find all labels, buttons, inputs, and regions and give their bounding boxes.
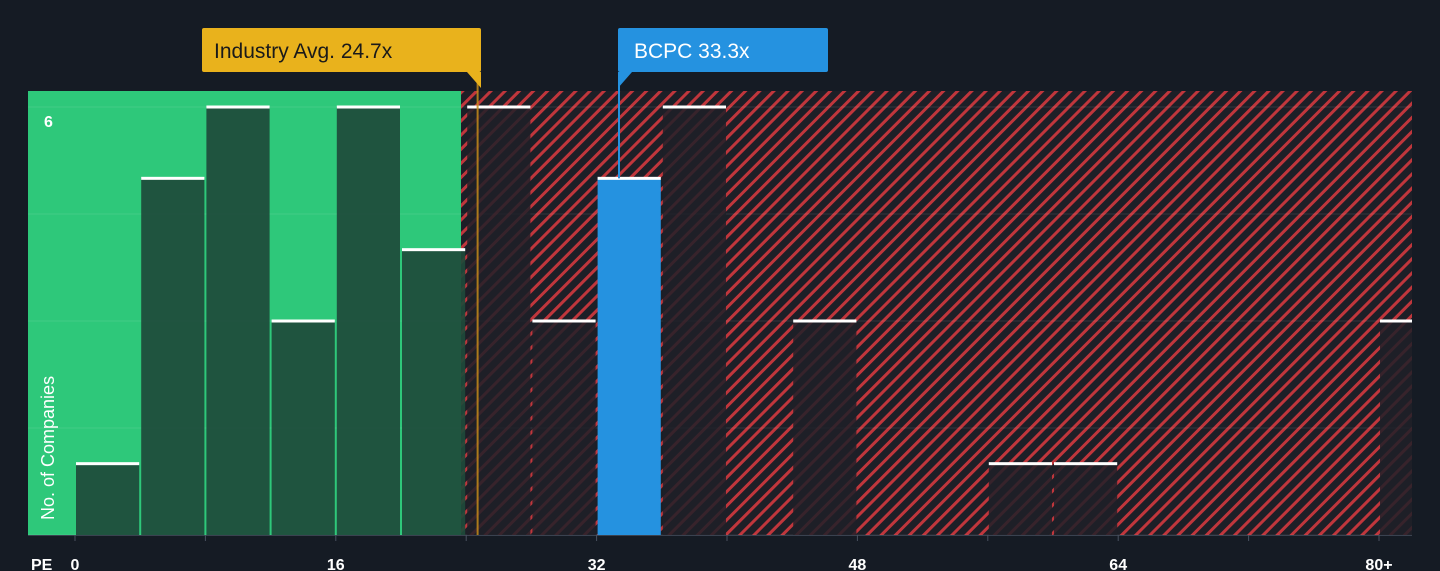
bar-cap <box>1054 462 1118 466</box>
bar-cap <box>206 105 270 109</box>
bar-cap <box>76 462 140 466</box>
company-flag <box>618 28 828 72</box>
histogram-bar <box>988 463 1052 535</box>
bar-cap <box>271 319 335 323</box>
x-axis: 0 16 32 48 64 80+ <box>28 535 1412 571</box>
histogram-bar <box>662 107 726 535</box>
histogram-bar <box>1380 321 1412 535</box>
x-tick-label: 64 <box>1109 557 1127 571</box>
bar-cap <box>988 462 1052 466</box>
bar-cap <box>402 248 466 252</box>
bar-cap <box>336 105 400 109</box>
bar-cap <box>141 176 205 180</box>
y-tick-label: 6 <box>44 114 53 131</box>
histogram-bar <box>1054 463 1118 535</box>
bar-cap <box>597 176 661 180</box>
industry-avg-flag <box>202 28 481 72</box>
value-markers: Industry Avg. 24.7x BCPC 33.3x <box>202 28 828 535</box>
x-tick-label: 16 <box>327 557 345 571</box>
histogram-bar <box>597 178 661 536</box>
company-flag-tail <box>618 72 632 88</box>
x-tick-label: 0 <box>71 557 80 571</box>
bar-cap <box>1380 319 1412 323</box>
x-tick-label: 80+ <box>1365 557 1392 571</box>
histogram-bar <box>793 321 857 535</box>
histogram-bar <box>532 321 596 535</box>
histogram-bars <box>76 105 1412 536</box>
bar-cap <box>662 105 726 109</box>
bar-cap <box>467 105 531 109</box>
industry-avg-label: Industry Avg. 24.7x <box>214 40 393 63</box>
histogram-bar <box>206 107 270 535</box>
histogram-bar <box>141 178 205 536</box>
y-axis-label: No. of Companies <box>38 376 58 520</box>
bar-cap <box>793 319 857 323</box>
histogram-bar <box>271 321 335 535</box>
histogram-bar <box>76 463 140 535</box>
x-tick-label: 48 <box>849 557 867 571</box>
industry-avg-flag-tail <box>467 72 481 88</box>
histogram-bar <box>336 107 400 535</box>
company-label: BCPC 33.3x <box>634 40 750 63</box>
x-tick-label: 32 <box>588 557 606 571</box>
histogram-bar <box>402 249 466 535</box>
bar-cap <box>532 319 596 323</box>
x-axis-label: PE <box>31 557 53 571</box>
